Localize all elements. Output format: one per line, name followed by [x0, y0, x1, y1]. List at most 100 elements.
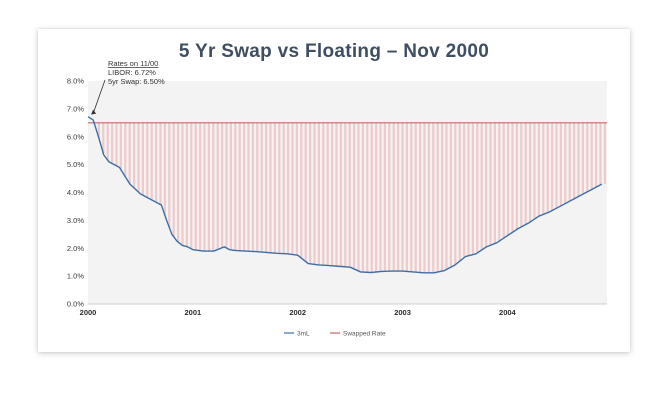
spread-stripe: [238, 122, 241, 251]
spread-stripe: [331, 122, 334, 266]
spread-stripe: [190, 122, 193, 249]
x-tick-label: 2000: [80, 308, 97, 317]
spread-stripe: [441, 122, 444, 272]
spread-stripe: [309, 122, 312, 264]
spread-stripe: [410, 122, 413, 272]
spread-stripe: [203, 122, 206, 252]
spread-stripe: [115, 122, 118, 166]
spread-stripe: [207, 122, 210, 252]
annotation-heading: Rates on 11/00: [108, 59, 158, 68]
spread-stripe: [480, 122, 483, 250]
spread-stripe: [493, 122, 496, 244]
spread-stripe: [155, 122, 158, 203]
spread-stripe: [181, 122, 184, 246]
spread-stripe: [590, 122, 593, 190]
spread-stripe: [586, 122, 589, 192]
spread-stripe: [375, 122, 378, 272]
y-tick-label: 3.0%: [67, 216, 84, 225]
spread-stripe: [128, 122, 131, 184]
spread-stripe: [225, 122, 228, 249]
spread-stripe: [97, 122, 100, 139]
spread-stripe: [313, 122, 316, 265]
spread-stripe: [304, 122, 307, 262]
spread-stripes: [93, 122, 606, 273]
spread-stripe: [423, 122, 426, 273]
spread-stripe: [383, 122, 386, 272]
spread-stripe: [449, 122, 452, 268]
spread-stripe: [150, 122, 153, 200]
spread-stripe: [419, 122, 422, 273]
spread-stripe: [361, 122, 364, 273]
spread-stripe: [485, 122, 488, 248]
spread-stripe: [551, 122, 554, 211]
x-tick-label: 2001: [185, 308, 202, 317]
spread-stripe: [366, 122, 369, 273]
y-tick-label: 8.0%: [67, 77, 84, 86]
spread-stripe: [595, 122, 598, 188]
legend-label-3ml: 3mL: [297, 330, 310, 337]
spread-stripe: [265, 122, 268, 253]
spread-stripe: [137, 122, 140, 193]
spread-stripe: [397, 122, 400, 272]
spread-stripe: [476, 122, 479, 253]
spread-stripe: [498, 122, 501, 242]
spread-stripe: [256, 122, 259, 252]
spread-stripe: [511, 122, 514, 233]
spread-stripe: [379, 122, 382, 272]
x-tick-label: 2003: [394, 308, 411, 317]
spread-stripe: [529, 122, 532, 223]
y-tick-label: 4.0%: [67, 188, 84, 197]
spread-stripe: [199, 122, 202, 251]
spread-stripe: [568, 122, 571, 202]
spread-stripe: [401, 122, 404, 272]
spread-stripe: [599, 122, 602, 185]
spread-stripe: [489, 122, 492, 246]
y-tick-label: 6.0%: [67, 132, 84, 141]
spread-stripe: [537, 122, 540, 217]
annotation-swap: 5yr Swap: 6.50%: [108, 77, 165, 86]
x-tick-label: 2004: [499, 308, 517, 317]
annotation-arrowhead: [91, 109, 97, 115]
spread-stripe: [243, 122, 246, 251]
spread-stripe: [163, 122, 166, 216]
spread-stripe: [124, 122, 127, 177]
y-tick-label: 1.0%: [67, 272, 84, 281]
spread-stripe: [388, 122, 391, 272]
spread-stripe: [300, 122, 303, 259]
spread-stripe: [432, 122, 435, 273]
chart-title: 5 Yr Swap vs Floating – Nov 2000: [178, 41, 490, 62]
spread-stripe: [282, 122, 285, 254]
spread-stripe: [559, 122, 562, 206]
spread-stripe: [573, 122, 576, 199]
spread-stripe: [295, 122, 298, 256]
annotation-libor: LIBOR: 6.72%: [108, 68, 156, 77]
spread-stripe: [414, 122, 417, 273]
spread-stripe: [216, 122, 219, 250]
spread-stripe: [357, 122, 360, 271]
spread-stripe: [133, 122, 136, 189]
spread-stripe: [533, 122, 536, 220]
spread-stripe: [234, 122, 237, 251]
spread-stripe: [177, 122, 180, 243]
spread-stripe: [467, 122, 470, 256]
spread-stripe: [247, 122, 250, 252]
y-tick-label: 7.0%: [67, 104, 84, 113]
spread-stripe: [269, 122, 272, 253]
spread-stripe: [326, 122, 329, 266]
spread-stripe: [229, 122, 232, 250]
spread-stripe: [106, 122, 109, 161]
spread-stripe: [542, 122, 545, 215]
spread-stripe: [168, 122, 171, 228]
spread-stripe: [291, 122, 294, 255]
spread-stripe: [172, 122, 175, 237]
spread-stripe: [577, 122, 580, 197]
spread-stripe: [221, 122, 224, 248]
spread-stripe: [564, 122, 567, 204]
spread-stripe: [471, 122, 474, 255]
spread-stripe: [463, 122, 466, 258]
spread-stripe: [546, 122, 549, 213]
spread-stripe: [436, 122, 439, 272]
spread-stripe: [339, 122, 342, 267]
spread-stripe: [370, 122, 373, 273]
spread-stripe: [317, 122, 320, 265]
